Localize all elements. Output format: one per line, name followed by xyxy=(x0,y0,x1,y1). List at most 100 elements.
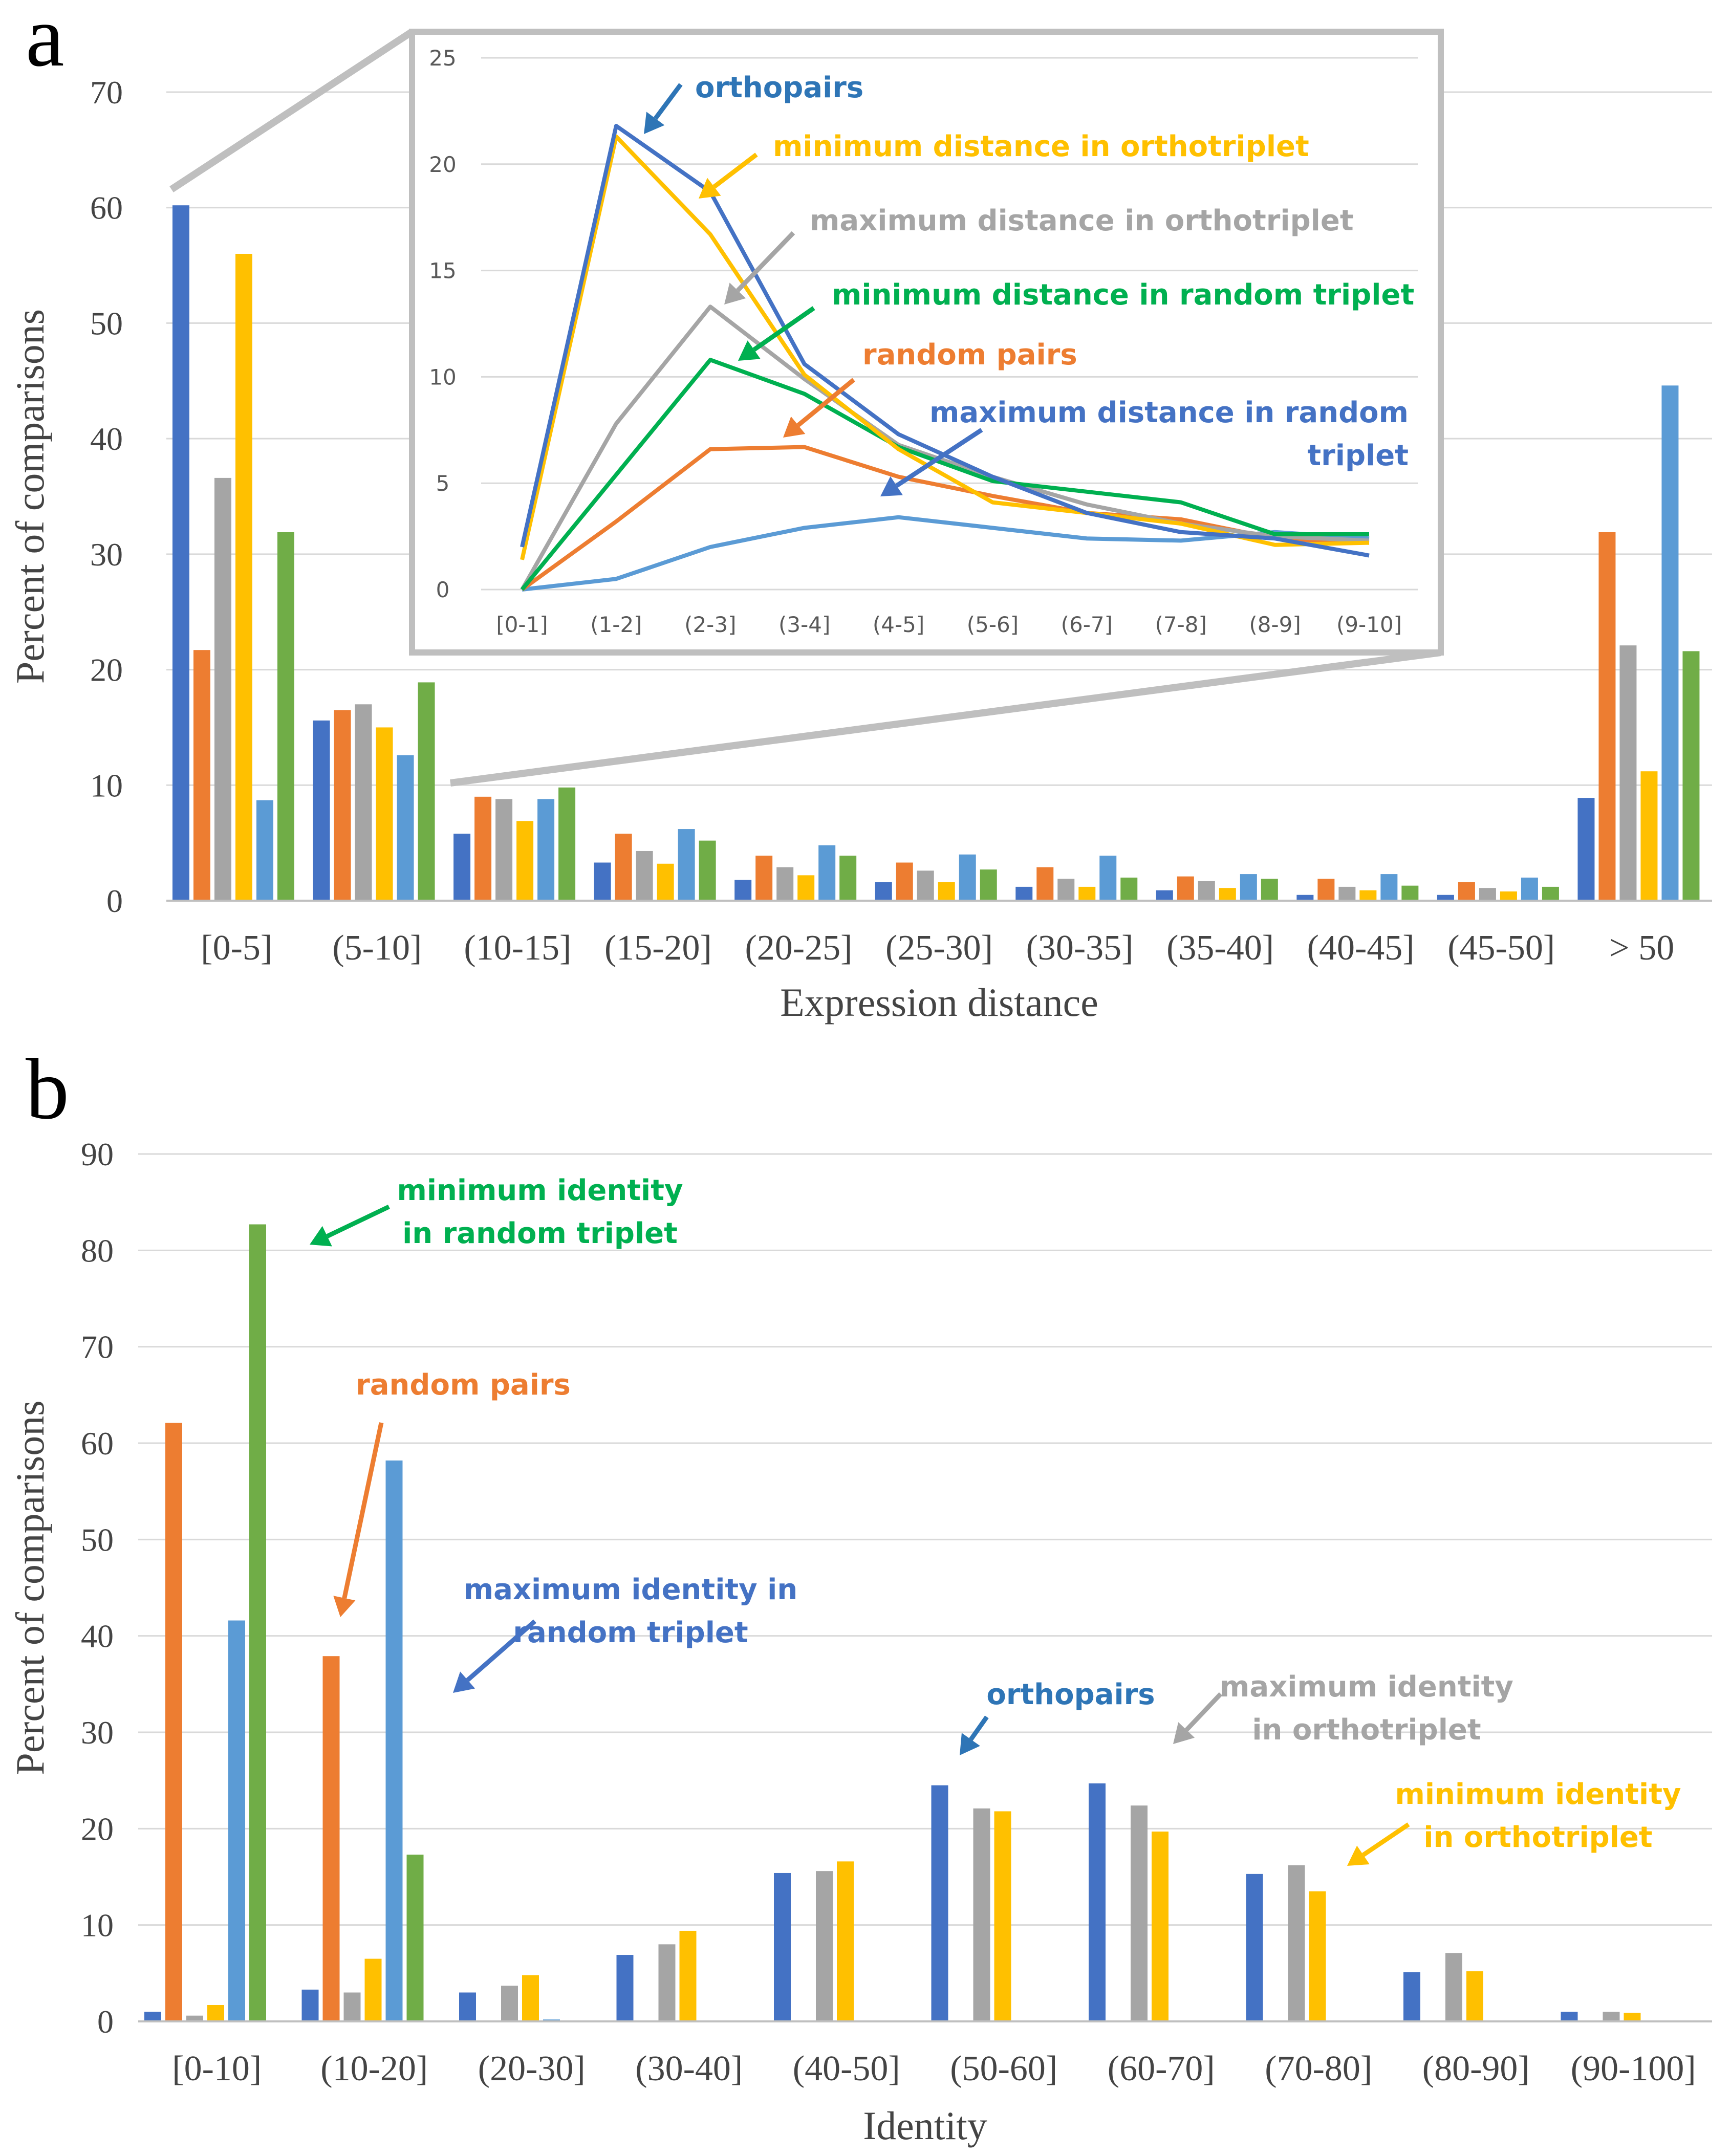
annotation-label: orthopairs xyxy=(986,1678,1155,1711)
bar-random-pairs xyxy=(474,796,492,901)
inset-x-tick-label: (5-6] xyxy=(967,612,1019,637)
annotation-label: random triplet xyxy=(513,1616,748,1649)
y-tick-label: 10 xyxy=(81,1907,114,1944)
bar-random-pairs xyxy=(334,710,351,901)
inset-y-tick-label: 10 xyxy=(429,364,456,389)
inset-x-tick-label: (8-9] xyxy=(1249,612,1301,637)
inset-x-tick-label: (6-7] xyxy=(1061,612,1113,637)
x-tick-label: (10-20] xyxy=(320,2049,428,2088)
y-tick-label: 0 xyxy=(106,883,123,919)
bar-maximum-distance-in-orthotriplet xyxy=(1619,645,1637,901)
bar-maximum-identity-in-random-triplet xyxy=(228,1620,245,2021)
bar-minimum-identity-in-random-triplet xyxy=(249,1224,266,2021)
annotation-arrowhead xyxy=(1347,1845,1370,1866)
bar-minimum-distance-in-random-triplet xyxy=(1261,879,1278,901)
annotation-label: minimum identity xyxy=(397,1174,683,1207)
bar-minimum-distance-in-orthotriplet xyxy=(1500,891,1517,901)
y-tick-label: 60 xyxy=(81,1425,114,1462)
y-tick-label: 70 xyxy=(81,1329,114,1365)
bar-orthopairs xyxy=(774,1872,791,2021)
annotation-label: minimum distance in orthotriplet xyxy=(773,130,1309,163)
panel-a-annotations: orthopairs minimum distance in orthotripl… xyxy=(644,71,1414,496)
bar-orthopairs xyxy=(931,1785,948,2021)
x-tick-label: (20-30] xyxy=(478,2049,586,2088)
bar-minimum-distance-in-orthotriplet xyxy=(797,875,815,901)
annotation-label: triplet xyxy=(1307,439,1409,472)
bar-maximum-distance-in-random-triplet xyxy=(397,755,414,901)
bar-maximum-distance-in-orthotriplet xyxy=(214,477,231,901)
bar-maximum-distance-in-orthotriplet xyxy=(1057,879,1075,901)
annotation-arrowhead xyxy=(1173,1722,1195,1744)
bar-maximum-identity-in-orthotriplet xyxy=(658,1944,676,2021)
bar-maximum-identity-in-orthotriplet xyxy=(1603,2012,1620,2021)
annotation-arrow xyxy=(969,1715,989,1741)
panel-label-a: a xyxy=(26,0,64,84)
annotation-arrow xyxy=(736,231,795,292)
bar-maximum-distance-in-orthotriplet xyxy=(917,870,934,901)
y-tick-label: 40 xyxy=(81,1618,114,1654)
bar-orthopairs xyxy=(616,1955,634,2021)
y-axis-title: Percent of comparisons xyxy=(8,309,52,684)
annotation-arrowhead xyxy=(333,1596,356,1617)
annotation-arrowhead xyxy=(699,178,721,199)
bar-minimum-distance-in-random-triplet xyxy=(277,532,294,901)
bar-random-pairs xyxy=(1458,882,1475,901)
annotation-label: in orthotriplet xyxy=(1423,1821,1652,1854)
annotation-arrow xyxy=(796,378,855,427)
bar-random-pairs xyxy=(1036,867,1054,901)
bar-random-pairs xyxy=(1317,879,1335,901)
annotation-label: maximum identity xyxy=(1220,1670,1513,1704)
bar-maximum-identity-in-orthotriplet xyxy=(816,1871,833,2021)
y-tick-label: 30 xyxy=(81,1714,114,1751)
y-tick-label: 80 xyxy=(81,1232,114,1269)
bar-orthopairs xyxy=(1403,1972,1420,2021)
bar-minimum-identity-in-orthotriplet xyxy=(1624,2013,1641,2021)
bar-maximum-distance-in-orthotriplet xyxy=(1198,881,1215,901)
annotation-arrowhead xyxy=(644,112,665,134)
bar-minimum-distance-in-orthotriplet xyxy=(1359,890,1377,901)
y-tick-label: 90 xyxy=(81,1136,114,1172)
x-tick-label: (40-50] xyxy=(793,2049,900,2088)
annotation-label: maximum distance in random xyxy=(929,396,1409,429)
bar-maximum-distance-in-random-triplet xyxy=(537,799,555,901)
bar-random-pairs xyxy=(615,834,632,901)
x-tick-label: (20-25] xyxy=(745,928,852,968)
bar-minimum-identity-in-orthotriplet xyxy=(364,1958,382,2021)
bar-minimum-identity-in-orthotriplet xyxy=(1309,1891,1326,2021)
annotation-arrow xyxy=(1184,1692,1223,1732)
bar-orthopairs xyxy=(734,880,752,901)
panel-a-inset-line-chart: 0 5 10 15 20 25 [0-1] (1-2] (2-3] (3-4] (4-5] (5-6]… xyxy=(409,29,1444,656)
annotation-label: maximum distance in orthotriplet xyxy=(810,204,1354,237)
annotation-label: orthopairs xyxy=(695,71,863,104)
bar-orthopairs xyxy=(144,2012,161,2021)
annotation-arrowhead xyxy=(310,1226,332,1247)
bar-orthopairs xyxy=(1015,886,1033,901)
bar-minimum-identity-in-orthotriplet xyxy=(522,1975,539,2021)
annotation-arrowhead xyxy=(738,340,761,361)
bar-orthopairs xyxy=(1437,895,1454,901)
bar-orthopairs xyxy=(459,1992,476,2021)
inset-y-tick-label: 20 xyxy=(429,152,456,177)
bar-maximum-distance-in-orthotriplet xyxy=(1479,888,1496,901)
bar-maximum-distance-in-random-triplet xyxy=(1521,877,1538,901)
bar-orthopairs xyxy=(1246,1874,1263,2021)
inset-zoom-lines xyxy=(169,29,1441,787)
x-axis-title: Expression distance xyxy=(780,980,1098,1025)
bar-orthopairs xyxy=(1296,895,1314,901)
bar-minimum-distance-in-random-triplet xyxy=(1401,885,1419,901)
bar-maximum-distance-in-random-triplet xyxy=(678,829,695,901)
bar-orthopairs xyxy=(313,720,330,901)
bar-random-pairs xyxy=(896,862,913,901)
annotation-label: minimum identity xyxy=(1395,1778,1681,1811)
annotation-label: random pairs xyxy=(862,338,1077,372)
bar-maximum-identity-in-orthotriplet xyxy=(973,1808,990,2021)
x-tick-label: (60-70] xyxy=(1108,2049,1215,2088)
y-tick-label: 0 xyxy=(97,2003,114,2040)
annotation-arrow xyxy=(326,1204,390,1238)
inset-x-tick-label: (3-4] xyxy=(778,612,830,637)
bar-maximum-distance-in-orthotriplet xyxy=(636,851,653,901)
bar-maximum-identity-in-orthotriplet xyxy=(1131,1805,1148,2021)
annotation-label: in random triplet xyxy=(402,1217,678,1250)
zoom-line-top xyxy=(169,29,414,192)
